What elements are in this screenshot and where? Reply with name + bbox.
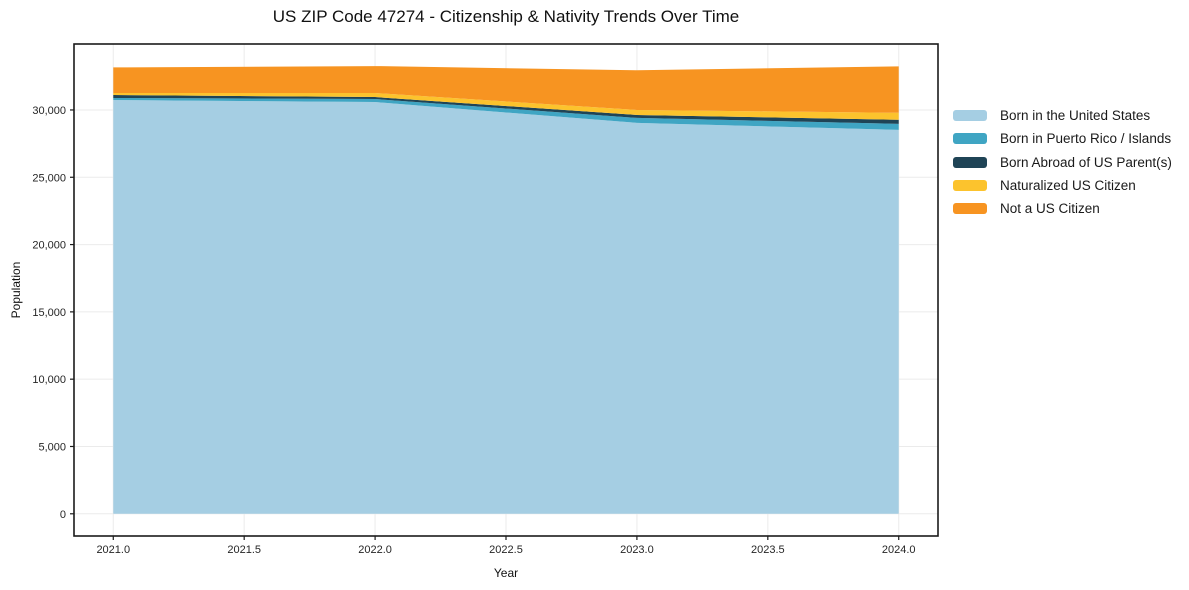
legend-label: Naturalized US Citizen xyxy=(1000,178,1136,194)
legend-swatch-icon xyxy=(953,156,987,168)
x-tick-label: 2021.0 xyxy=(96,544,130,556)
area-born-in-the-united-states xyxy=(113,99,899,514)
legend-swatch-icon xyxy=(953,180,987,192)
x-tick-label: 2021.5 xyxy=(227,544,261,556)
legend-label: Born in Puerto Rico / Islands xyxy=(1000,131,1172,147)
area-naturalized-us-citizen xyxy=(113,92,899,120)
y-axis-label: Population xyxy=(9,261,23,319)
x-tick-label: 2022.5 xyxy=(489,544,523,556)
y-tick-label: 20,000 xyxy=(32,240,66,252)
area-born-in-puerto-rico-islands xyxy=(113,97,899,130)
y-tick-label: 30,000 xyxy=(32,105,66,117)
y-tick-label: 10,000 xyxy=(32,374,66,386)
legend-item-born-abroad: Born Abroad of US Parent(s) xyxy=(953,151,1172,174)
y-tick-label: 5,000 xyxy=(38,441,66,453)
x-tick-label: 2023.0 xyxy=(620,544,654,556)
x-tick-label: 2022.0 xyxy=(358,544,392,556)
legend-label: Not a US Citizen xyxy=(1000,201,1100,217)
x-tick-label: 2024.0 xyxy=(882,544,916,556)
legend: Born in the United States Born in Puerto… xyxy=(953,104,1172,220)
legend-item-born-in-us: Born in the United States xyxy=(953,104,1172,127)
area-not-a-us-citizen xyxy=(113,66,899,113)
y-tick-label: 0 xyxy=(60,509,66,521)
legend-swatch-icon xyxy=(953,110,987,122)
legend-item-not-citizen: Not a US Citizen xyxy=(953,197,1172,220)
area-born-abroad-of-us-parent-s xyxy=(113,95,899,124)
legend-swatch-icon xyxy=(953,133,987,145)
x-axis-label: Year xyxy=(493,566,519,580)
y-tick-label: 15,000 xyxy=(32,307,66,319)
legend-label: Born Abroad of US Parent(s) xyxy=(1000,154,1172,170)
y-tick-label: 25,000 xyxy=(32,172,66,184)
legend-item-born-puerto-rico: Born in Puerto Rico / Islands xyxy=(953,127,1172,150)
legend-item-naturalized: Naturalized US Citizen xyxy=(953,174,1172,197)
legend-label: Born in the United States xyxy=(1000,108,1151,124)
chart-title: US ZIP Code 47274 - Citizenship & Nativi… xyxy=(272,7,740,26)
x-tick-label: 2023.5 xyxy=(751,544,785,556)
legend-swatch-icon xyxy=(953,203,987,215)
